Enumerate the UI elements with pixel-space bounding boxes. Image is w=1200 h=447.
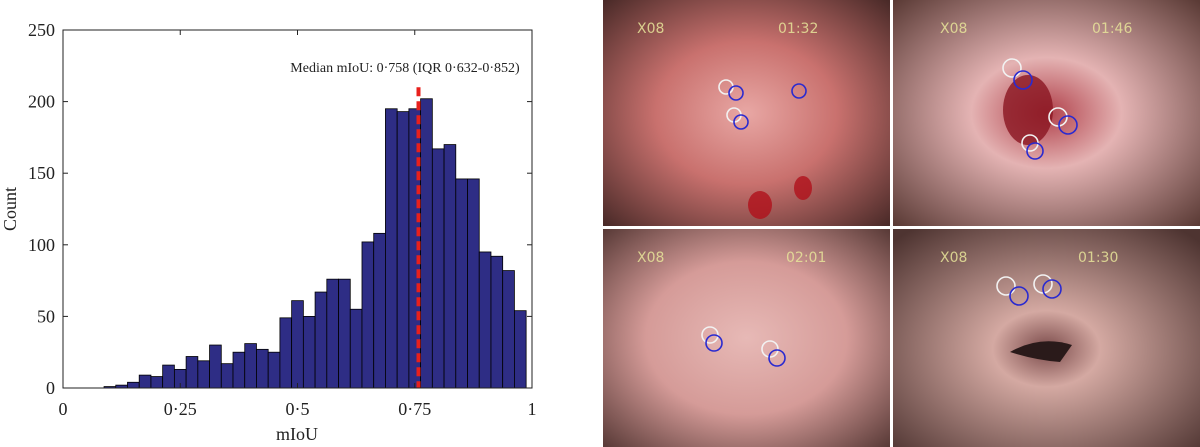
bar bbox=[361, 241, 375, 389]
bar bbox=[256, 348, 269, 389]
overlay-label: X08 bbox=[637, 250, 664, 266]
bar bbox=[349, 308, 363, 389]
bar bbox=[302, 315, 316, 389]
x-axis-label: mIoU bbox=[276, 424, 318, 444]
y-tick-label: 100 bbox=[28, 235, 55, 255]
x-tick-label: 0·25 bbox=[164, 399, 197, 419]
bar bbox=[385, 108, 398, 389]
blood bbox=[748, 191, 772, 219]
bar bbox=[197, 360, 210, 389]
bar bbox=[490, 255, 504, 389]
image-panel bbox=[893, 229, 1200, 447]
x-tick-label: 1 bbox=[528, 399, 537, 419]
image-panel bbox=[603, 0, 890, 226]
bar bbox=[209, 344, 222, 389]
bar bbox=[314, 291, 328, 389]
bar bbox=[467, 178, 480, 389]
y-tick-label: 250 bbox=[28, 20, 55, 40]
bar bbox=[443, 144, 457, 389]
blood bbox=[794, 176, 812, 200]
blood bbox=[1003, 75, 1053, 145]
y-tick-label: 0 bbox=[46, 378, 55, 398]
y-tick-label: 150 bbox=[28, 163, 55, 183]
overlay-time: 01:30 bbox=[1078, 250, 1118, 266]
overlay-label: X08 bbox=[940, 250, 967, 266]
bar bbox=[162, 364, 175, 389]
x-tick-label: 0·75 bbox=[398, 399, 431, 419]
bar bbox=[478, 251, 492, 389]
y-tick-label: 50 bbox=[37, 306, 55, 326]
bar bbox=[185, 356, 199, 389]
bar bbox=[502, 270, 515, 389]
annotation: Median mIoU: 0·758 (IQR 0·632-0·852) bbox=[290, 61, 520, 76]
overlay-time: 01:46 bbox=[1092, 21, 1132, 37]
overlay-time: 01:32 bbox=[778, 21, 818, 37]
bar bbox=[279, 317, 293, 389]
histogram-chart: Median mIoU: 0·758 (IQR 0·632-0·852) mIo… bbox=[0, 20, 537, 444]
bar bbox=[338, 278, 351, 389]
bar bbox=[514, 310, 527, 389]
bar bbox=[431, 148, 445, 389]
bar bbox=[326, 278, 339, 389]
bar bbox=[127, 381, 140, 389]
overlay-label: X08 bbox=[940, 21, 967, 37]
bar bbox=[220, 363, 234, 389]
bar bbox=[267, 351, 281, 389]
image-grid: X08 01:32 X08 01:46 X08 02:01 X08 01:30 bbox=[603, 0, 1200, 447]
opening bbox=[1010, 341, 1072, 362]
bar bbox=[291, 300, 304, 389]
bar bbox=[455, 178, 468, 389]
image-panel bbox=[603, 229, 890, 447]
y-tick-label: 200 bbox=[28, 92, 55, 112]
y-axis-label: Count bbox=[0, 187, 20, 231]
x-tick-label: 0 bbox=[59, 399, 68, 419]
bar bbox=[420, 98, 433, 389]
x-tick-label: 0·5 bbox=[286, 399, 310, 419]
bar bbox=[150, 376, 164, 389]
bar bbox=[244, 343, 257, 389]
overlay-label: X08 bbox=[637, 21, 664, 37]
bar bbox=[373, 232, 386, 389]
markers bbox=[701, 58, 1078, 367]
overlay-time: 02:01 bbox=[786, 250, 826, 266]
bar bbox=[138, 374, 152, 389]
bar bbox=[396, 111, 410, 389]
bar bbox=[232, 351, 246, 389]
